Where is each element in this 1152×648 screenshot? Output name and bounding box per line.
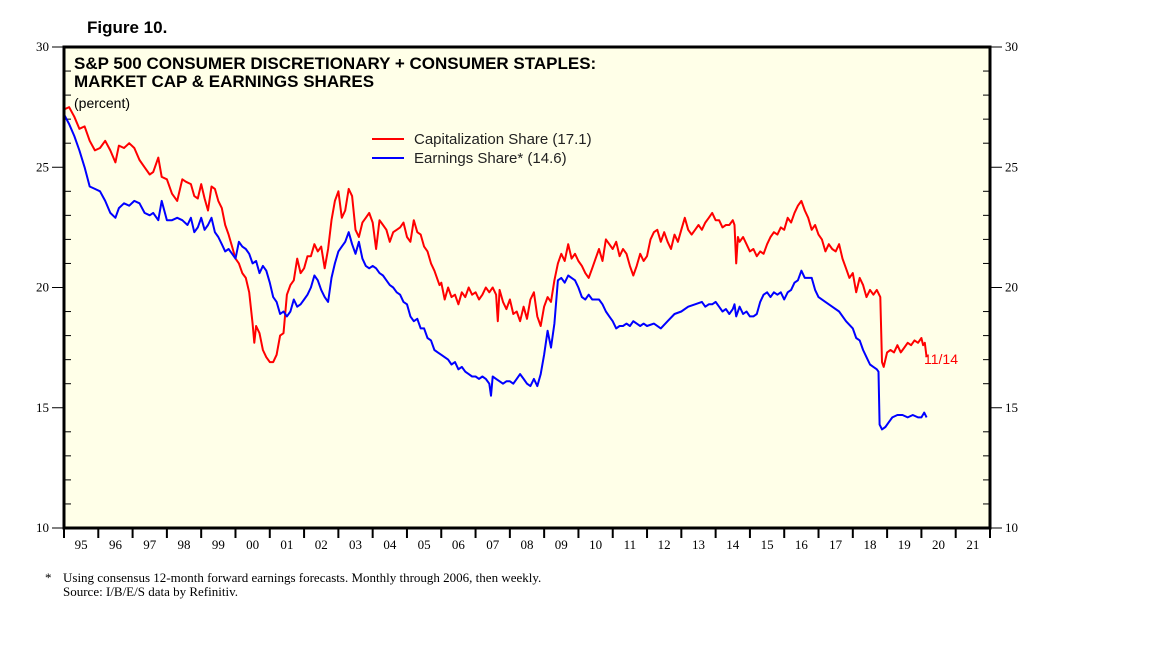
x-tick-label: 97 [143, 537, 157, 552]
x-tick-label: 06 [452, 537, 466, 552]
x-tick-label: 02 [315, 537, 328, 552]
x-tick-label: 21 [966, 537, 979, 552]
chart-subtitle: (percent) [74, 95, 130, 111]
legend-label-capitalization: Capitalization Share (17.1) [414, 131, 592, 148]
x-tick-label: 04 [383, 537, 397, 552]
x-tick-label: 98 [178, 537, 191, 552]
series-line-earnings [63, 113, 928, 431]
legend-label-earnings: Earnings Share* (14.6) [414, 150, 567, 167]
x-tick-label: 13 [692, 537, 705, 552]
x-tick-label: 05 [418, 537, 431, 552]
plot-frame [62, 45, 992, 530]
end-date-annotation: 11/14 [924, 351, 958, 367]
footnote: * Using consensus 12-month forward earnin… [45, 571, 541, 599]
y-tick-label-right: 15 [1005, 400, 1018, 415]
x-tick-label: 09 [555, 537, 568, 552]
chart-title-line1: S&P 500 CONSUMER DISCRETIONARY + CONSUME… [74, 54, 596, 73]
chart-title-line2: MARKET CAP & EARNINGS SHARES [74, 72, 374, 91]
x-tick-label: 18 [863, 537, 876, 552]
plot-background [64, 47, 990, 528]
x-tick-label: 08 [521, 537, 534, 552]
y-tick-label-right: 30 [1005, 39, 1018, 54]
x-tick-label: 99 [212, 537, 225, 552]
footnote-text: Using consensus 12-month forward earning… [63, 570, 542, 585]
y-tick-label-left: 25 [36, 159, 49, 174]
x-tick-label: 03 [349, 537, 362, 552]
y-tick-label-left: 20 [36, 280, 49, 295]
x-tick-label: 17 [829, 537, 843, 552]
footnote-marker: * [45, 570, 52, 585]
x-tick-label: 20 [932, 537, 945, 552]
x-tick-label: 95 [75, 537, 88, 552]
legend: Capitalization Share (17.1) Earnings Sha… [372, 131, 592, 167]
x-tick-label: 16 [795, 537, 809, 552]
y-tick-label-left: 15 [36, 400, 49, 415]
x-tick-label: 00 [246, 537, 259, 552]
y-tick-label-right: 10 [1005, 520, 1018, 535]
axis-ticks: 10 10 15 15 20 20 25 25 30 30 95 96 97 98 99 00 01 02 03 04… [36, 39, 1018, 552]
y-tick-label-left: 30 [36, 39, 49, 54]
source-text: Source: I/B/E/S data by Refinitiv. [63, 584, 238, 599]
x-tick-label: 15 [761, 537, 774, 552]
series-layer [63, 106, 928, 431]
y-tick-label-left: 10 [36, 520, 49, 535]
y-tick-label-right: 25 [1005, 159, 1018, 174]
x-tick-label: 10 [589, 537, 602, 552]
figure-label: Figure 10. [87, 18, 168, 37]
x-tick-label: 14 [726, 537, 740, 552]
x-tick-label: 19 [898, 537, 911, 552]
y-tick-label-right: 20 [1005, 280, 1018, 295]
x-tick-label: 96 [109, 537, 123, 552]
x-tick-label: 07 [486, 537, 500, 552]
x-tick-label: 11 [624, 537, 637, 552]
x-tick-label: 01 [280, 537, 293, 552]
series-line-capitalization [63, 106, 928, 368]
x-tick-label: 12 [658, 537, 671, 552]
